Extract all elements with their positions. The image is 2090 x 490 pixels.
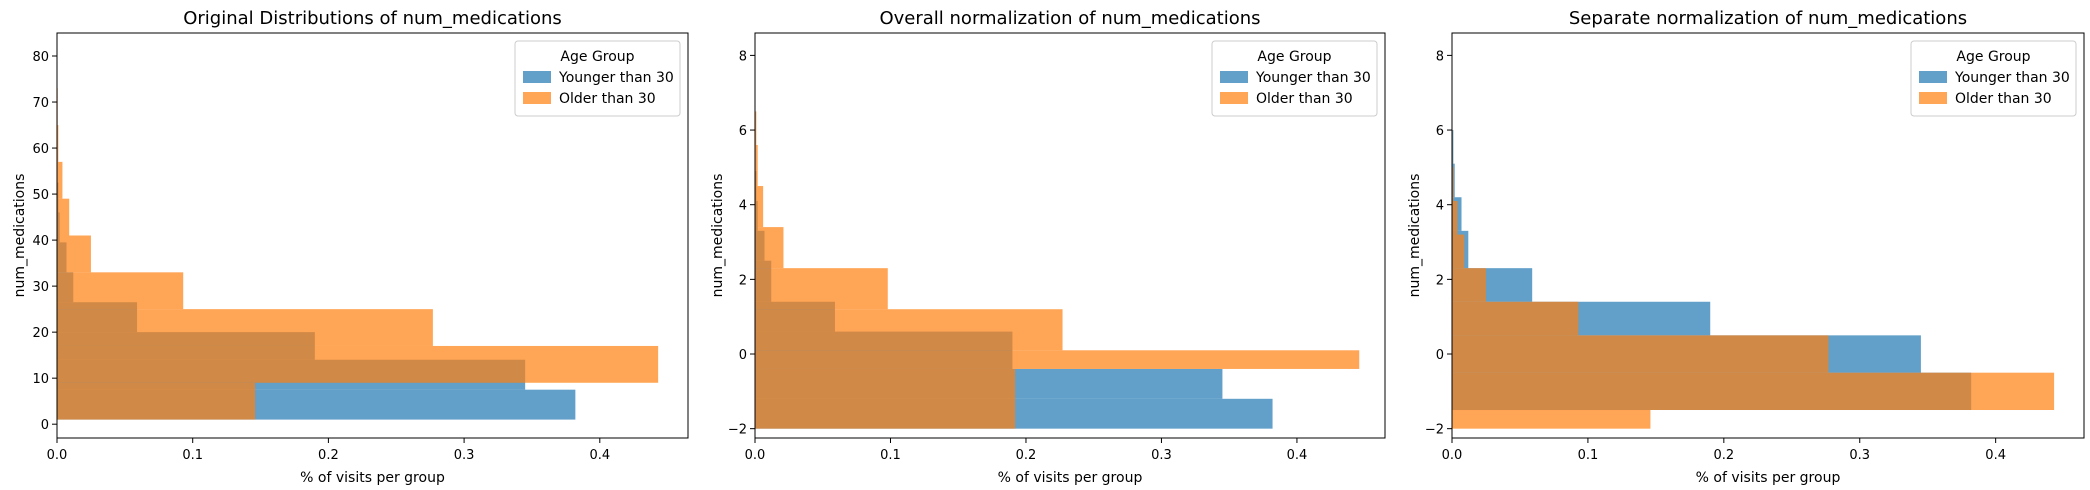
legend-entry-1: Older than 30 xyxy=(1955,91,2052,107)
y-tick-label: 8 xyxy=(1436,49,1444,64)
legend: Age Group Younger than 30 Older than 30 xyxy=(1910,40,2077,117)
legend-box xyxy=(514,40,681,117)
x-tick-label: 0.4 xyxy=(1985,448,2006,463)
legend-entry-1: Older than 30 xyxy=(1256,91,1353,107)
y-tick-label: 80 xyxy=(32,50,49,65)
y-tick-label: 6 xyxy=(739,124,747,139)
legend-title: Age Group xyxy=(560,49,634,65)
y-tick-label: 0 xyxy=(739,348,747,363)
bar-series-1-bin-6 xyxy=(57,161,63,199)
bar-series-1-bin-5 xyxy=(57,198,70,236)
y-axis-label: num_medications xyxy=(1407,174,1423,298)
x-axis-label: % of visits per group xyxy=(300,470,445,486)
y-tick-label: 20 xyxy=(32,326,49,341)
y-tick-label: 40 xyxy=(32,234,49,249)
legend-box xyxy=(1910,40,2077,117)
x-tick-label: 0.3 xyxy=(1151,448,1172,463)
legend-entry-0: Younger than 30 xyxy=(1255,70,1371,86)
legend-title: Age Group xyxy=(1257,49,1331,65)
x-tick-label: 0.2 xyxy=(1713,448,1734,463)
bar-series-1-bin-4 xyxy=(1452,268,1486,302)
legend-entry-0: Younger than 30 xyxy=(1954,70,2070,86)
bar-series-1-bin-0 xyxy=(1452,410,1651,429)
legend-swatch-0 xyxy=(1220,71,1248,83)
y-axis-label: num_medications xyxy=(12,174,28,298)
bar-series-1-bin-6 xyxy=(1452,200,1458,235)
x-axis-label: % of visits per group xyxy=(998,470,1143,486)
x-axis-label: % of visits per group xyxy=(1696,470,1841,486)
y-tick-label: 70 xyxy=(32,96,49,111)
bar-series-1-bin-7 xyxy=(57,125,59,162)
bar-series-1-bin-3 xyxy=(1452,301,1579,336)
bar-series-1-bin-4 xyxy=(755,227,784,269)
bar-series-1-bin-6 xyxy=(755,144,758,187)
legend-title: Age Group xyxy=(1956,49,2030,65)
bar-series-1-bin-4 xyxy=(57,235,91,273)
x-tick-label: 0.2 xyxy=(1016,448,1037,463)
plot-frame xyxy=(56,32,689,439)
y-tick-label: 2 xyxy=(739,273,747,288)
legend-swatch-1 xyxy=(1919,92,1947,104)
y-tick-label: 2 xyxy=(1436,273,1444,288)
x-tick-label: 0.0 xyxy=(745,448,766,463)
y-axis-label: num_medications xyxy=(710,174,726,298)
bar-series-1-bin-7 xyxy=(755,111,757,145)
legend-swatch-1 xyxy=(523,92,551,104)
legend-swatch-0 xyxy=(1919,71,1947,83)
plot-frame xyxy=(1451,32,2085,439)
y-tick-label: 0 xyxy=(41,418,49,433)
bar-series-1-bin-2 xyxy=(755,309,1063,351)
legend-entry-1: Older than 30 xyxy=(559,91,656,107)
legend-box xyxy=(1211,40,1378,117)
bar-series-1-bin-0 xyxy=(755,368,1016,429)
bar-series-1-bin-2 xyxy=(1452,335,1829,373)
y-tick-label: 4 xyxy=(739,199,747,214)
legend: Age Group Younger than 30 Older than 30 xyxy=(1211,40,1378,117)
y-tick-label: 60 xyxy=(32,142,49,157)
chart-title: Overall normalization of num_medications xyxy=(879,8,1260,29)
legend-swatch-0 xyxy=(523,71,551,83)
legend-entry-0: Younger than 30 xyxy=(558,70,674,86)
bar-series-1-bin-1 xyxy=(57,345,659,383)
bar-series-1-bin-0 xyxy=(57,382,256,420)
y-tick-label: 4 xyxy=(1436,199,1444,214)
chart-panel-3: 0.0 0.1 0.2 0.3 0.4 −2 0 2 4 6 8 Separate normaliza… xyxy=(1407,8,2085,486)
bar-series-1-bin-5 xyxy=(755,186,764,228)
bar-series-1-bin-3 xyxy=(57,272,184,310)
x-tick-label: 0.1 xyxy=(880,448,901,463)
y-tick-label: −2 xyxy=(1425,423,1444,438)
bar-series-1-bin-1 xyxy=(1452,372,2055,411)
legend: Age Group Younger than 30 Older than 30 xyxy=(514,40,681,117)
chart-title: Separate normalization of num_medication… xyxy=(1569,8,1967,29)
chart-panel-1: 0.0 0.1 0.2 0.3 0.4 0 10 20 30 40 50 60 70 80 Original… xyxy=(12,8,689,486)
x-tick-label: 0.3 xyxy=(454,448,475,463)
x-tick-label: 0.4 xyxy=(1287,448,1308,463)
y-tick-label: 50 xyxy=(32,188,49,203)
x-tick-label: 0.1 xyxy=(1578,448,1599,463)
chart-panel-2: 0.0 0.1 0.2 0.3 0.4 −2 0 2 4 6 8 Overall normalizat… xyxy=(710,8,1386,486)
bar-series-1-bin-1 xyxy=(755,350,1360,369)
x-tick-label: 0.0 xyxy=(1442,448,1463,463)
x-tick-label: 0.0 xyxy=(47,448,68,463)
y-tick-label: −2 xyxy=(728,423,747,438)
plot-frame xyxy=(754,32,1386,439)
bar-series-1-bin-5 xyxy=(1452,234,1465,269)
legend-swatch-1 xyxy=(1220,92,1248,104)
x-tick-label: 0.2 xyxy=(318,448,339,463)
x-tick-label: 0.4 xyxy=(589,448,610,463)
y-tick-label: 6 xyxy=(1436,124,1444,139)
x-tick-label: 0.1 xyxy=(182,448,203,463)
bar-series-1-bin-7 xyxy=(1452,167,1454,201)
y-tick-label: 30 xyxy=(32,280,49,295)
bar-series-1-bin-2 xyxy=(57,309,433,346)
x-tick-label: 0.3 xyxy=(1849,448,1870,463)
chart-title: Original Distributions of num_medication… xyxy=(183,8,562,29)
bar-series-1-bin-3 xyxy=(755,268,888,310)
y-tick-label: 10 xyxy=(32,372,49,387)
y-tick-label: 8 xyxy=(739,49,747,64)
y-tick-label: 0 xyxy=(1436,348,1444,363)
